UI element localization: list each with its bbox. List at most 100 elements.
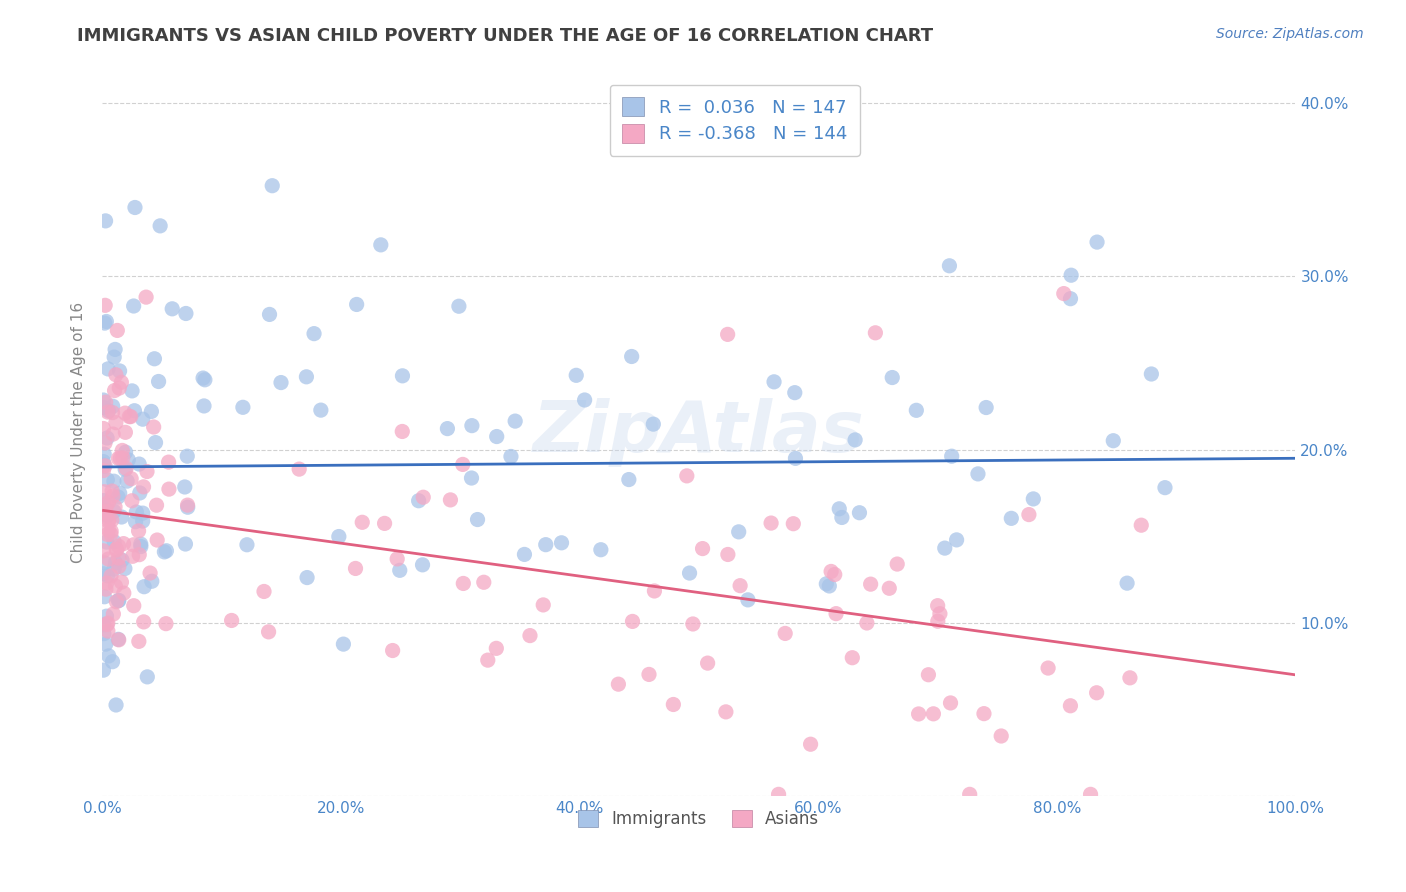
Point bbox=[135, 290, 157, 304]
Point bbox=[101, 513, 124, 527]
Point bbox=[93, 626, 115, 640]
Point bbox=[678, 566, 700, 580]
Point bbox=[485, 429, 508, 443]
Point bbox=[129, 540, 152, 554]
Point bbox=[97, 648, 120, 663]
Point bbox=[534, 538, 557, 552]
Point bbox=[128, 634, 150, 648]
Point bbox=[1059, 292, 1081, 306]
Point bbox=[785, 451, 807, 466]
Point bbox=[93, 455, 115, 469]
Point bbox=[104, 416, 127, 430]
Point bbox=[115, 461, 138, 475]
Point bbox=[176, 449, 198, 463]
Text: IMMIGRANTS VS ASIAN CHILD POVERTY UNDER THE AGE OF 16 CORRELATION CHART: IMMIGRANTS VS ASIAN CHILD POVERTY UNDER … bbox=[77, 27, 934, 45]
Point bbox=[141, 404, 163, 418]
Point bbox=[938, 259, 960, 273]
Point bbox=[93, 500, 115, 515]
Point bbox=[93, 401, 115, 415]
Point bbox=[93, 392, 115, 407]
Point bbox=[259, 308, 281, 322]
Point bbox=[1154, 481, 1177, 495]
Point bbox=[193, 399, 215, 413]
Point bbox=[122, 599, 145, 613]
Point bbox=[1036, 661, 1059, 675]
Point bbox=[107, 551, 129, 566]
Point bbox=[1018, 508, 1040, 522]
Point bbox=[101, 484, 124, 499]
Point bbox=[295, 369, 318, 384]
Point bbox=[93, 505, 115, 519]
Point bbox=[101, 655, 124, 669]
Point bbox=[93, 447, 115, 461]
Point bbox=[128, 486, 150, 500]
Text: ZipAtlas: ZipAtlas bbox=[533, 398, 865, 467]
Point bbox=[111, 450, 134, 465]
Point bbox=[589, 542, 612, 557]
Point bbox=[134, 580, 156, 594]
Point bbox=[115, 474, 138, 488]
Point bbox=[114, 425, 136, 440]
Point bbox=[973, 706, 995, 721]
Point bbox=[990, 729, 1012, 743]
Point bbox=[97, 515, 120, 529]
Point bbox=[974, 401, 997, 415]
Point bbox=[103, 504, 125, 518]
Point bbox=[108, 486, 131, 500]
Point bbox=[107, 539, 129, 553]
Point bbox=[155, 543, 177, 558]
Point bbox=[97, 405, 120, 419]
Point bbox=[124, 403, 146, 417]
Point bbox=[1053, 286, 1076, 301]
Point bbox=[328, 529, 350, 543]
Point bbox=[160, 301, 183, 316]
Point bbox=[157, 482, 180, 496]
Point bbox=[717, 548, 740, 562]
Point bbox=[146, 533, 169, 547]
Point bbox=[451, 458, 474, 472]
Point bbox=[105, 595, 128, 609]
Point bbox=[768, 788, 790, 802]
Point bbox=[302, 326, 325, 341]
Point bbox=[93, 556, 115, 570]
Point bbox=[270, 376, 292, 390]
Point bbox=[824, 567, 846, 582]
Point bbox=[122, 299, 145, 313]
Point bbox=[128, 548, 150, 562]
Point bbox=[439, 492, 461, 507]
Point bbox=[94, 504, 117, 518]
Point bbox=[728, 579, 751, 593]
Point bbox=[128, 457, 150, 471]
Point bbox=[100, 524, 122, 538]
Point bbox=[107, 632, 129, 647]
Point bbox=[93, 544, 115, 558]
Point bbox=[104, 368, 127, 382]
Point bbox=[865, 326, 887, 340]
Point bbox=[848, 506, 870, 520]
Point bbox=[607, 677, 630, 691]
Point bbox=[101, 489, 124, 503]
Point bbox=[917, 667, 939, 681]
Point bbox=[100, 569, 122, 583]
Point bbox=[157, 455, 180, 469]
Point bbox=[105, 323, 128, 337]
Point bbox=[103, 535, 125, 549]
Point bbox=[149, 219, 172, 233]
Point bbox=[447, 299, 470, 313]
Point bbox=[763, 375, 786, 389]
Point bbox=[253, 584, 276, 599]
Point bbox=[108, 381, 131, 395]
Point bbox=[381, 643, 404, 657]
Point bbox=[856, 615, 879, 630]
Point bbox=[124, 201, 146, 215]
Point bbox=[97, 569, 120, 583]
Point bbox=[1140, 367, 1163, 381]
Point bbox=[93, 459, 115, 474]
Point bbox=[928, 607, 950, 621]
Point bbox=[352, 516, 374, 530]
Point bbox=[922, 706, 945, 721]
Point bbox=[460, 471, 482, 485]
Point bbox=[1116, 576, 1139, 591]
Point bbox=[96, 617, 118, 632]
Point bbox=[696, 656, 718, 670]
